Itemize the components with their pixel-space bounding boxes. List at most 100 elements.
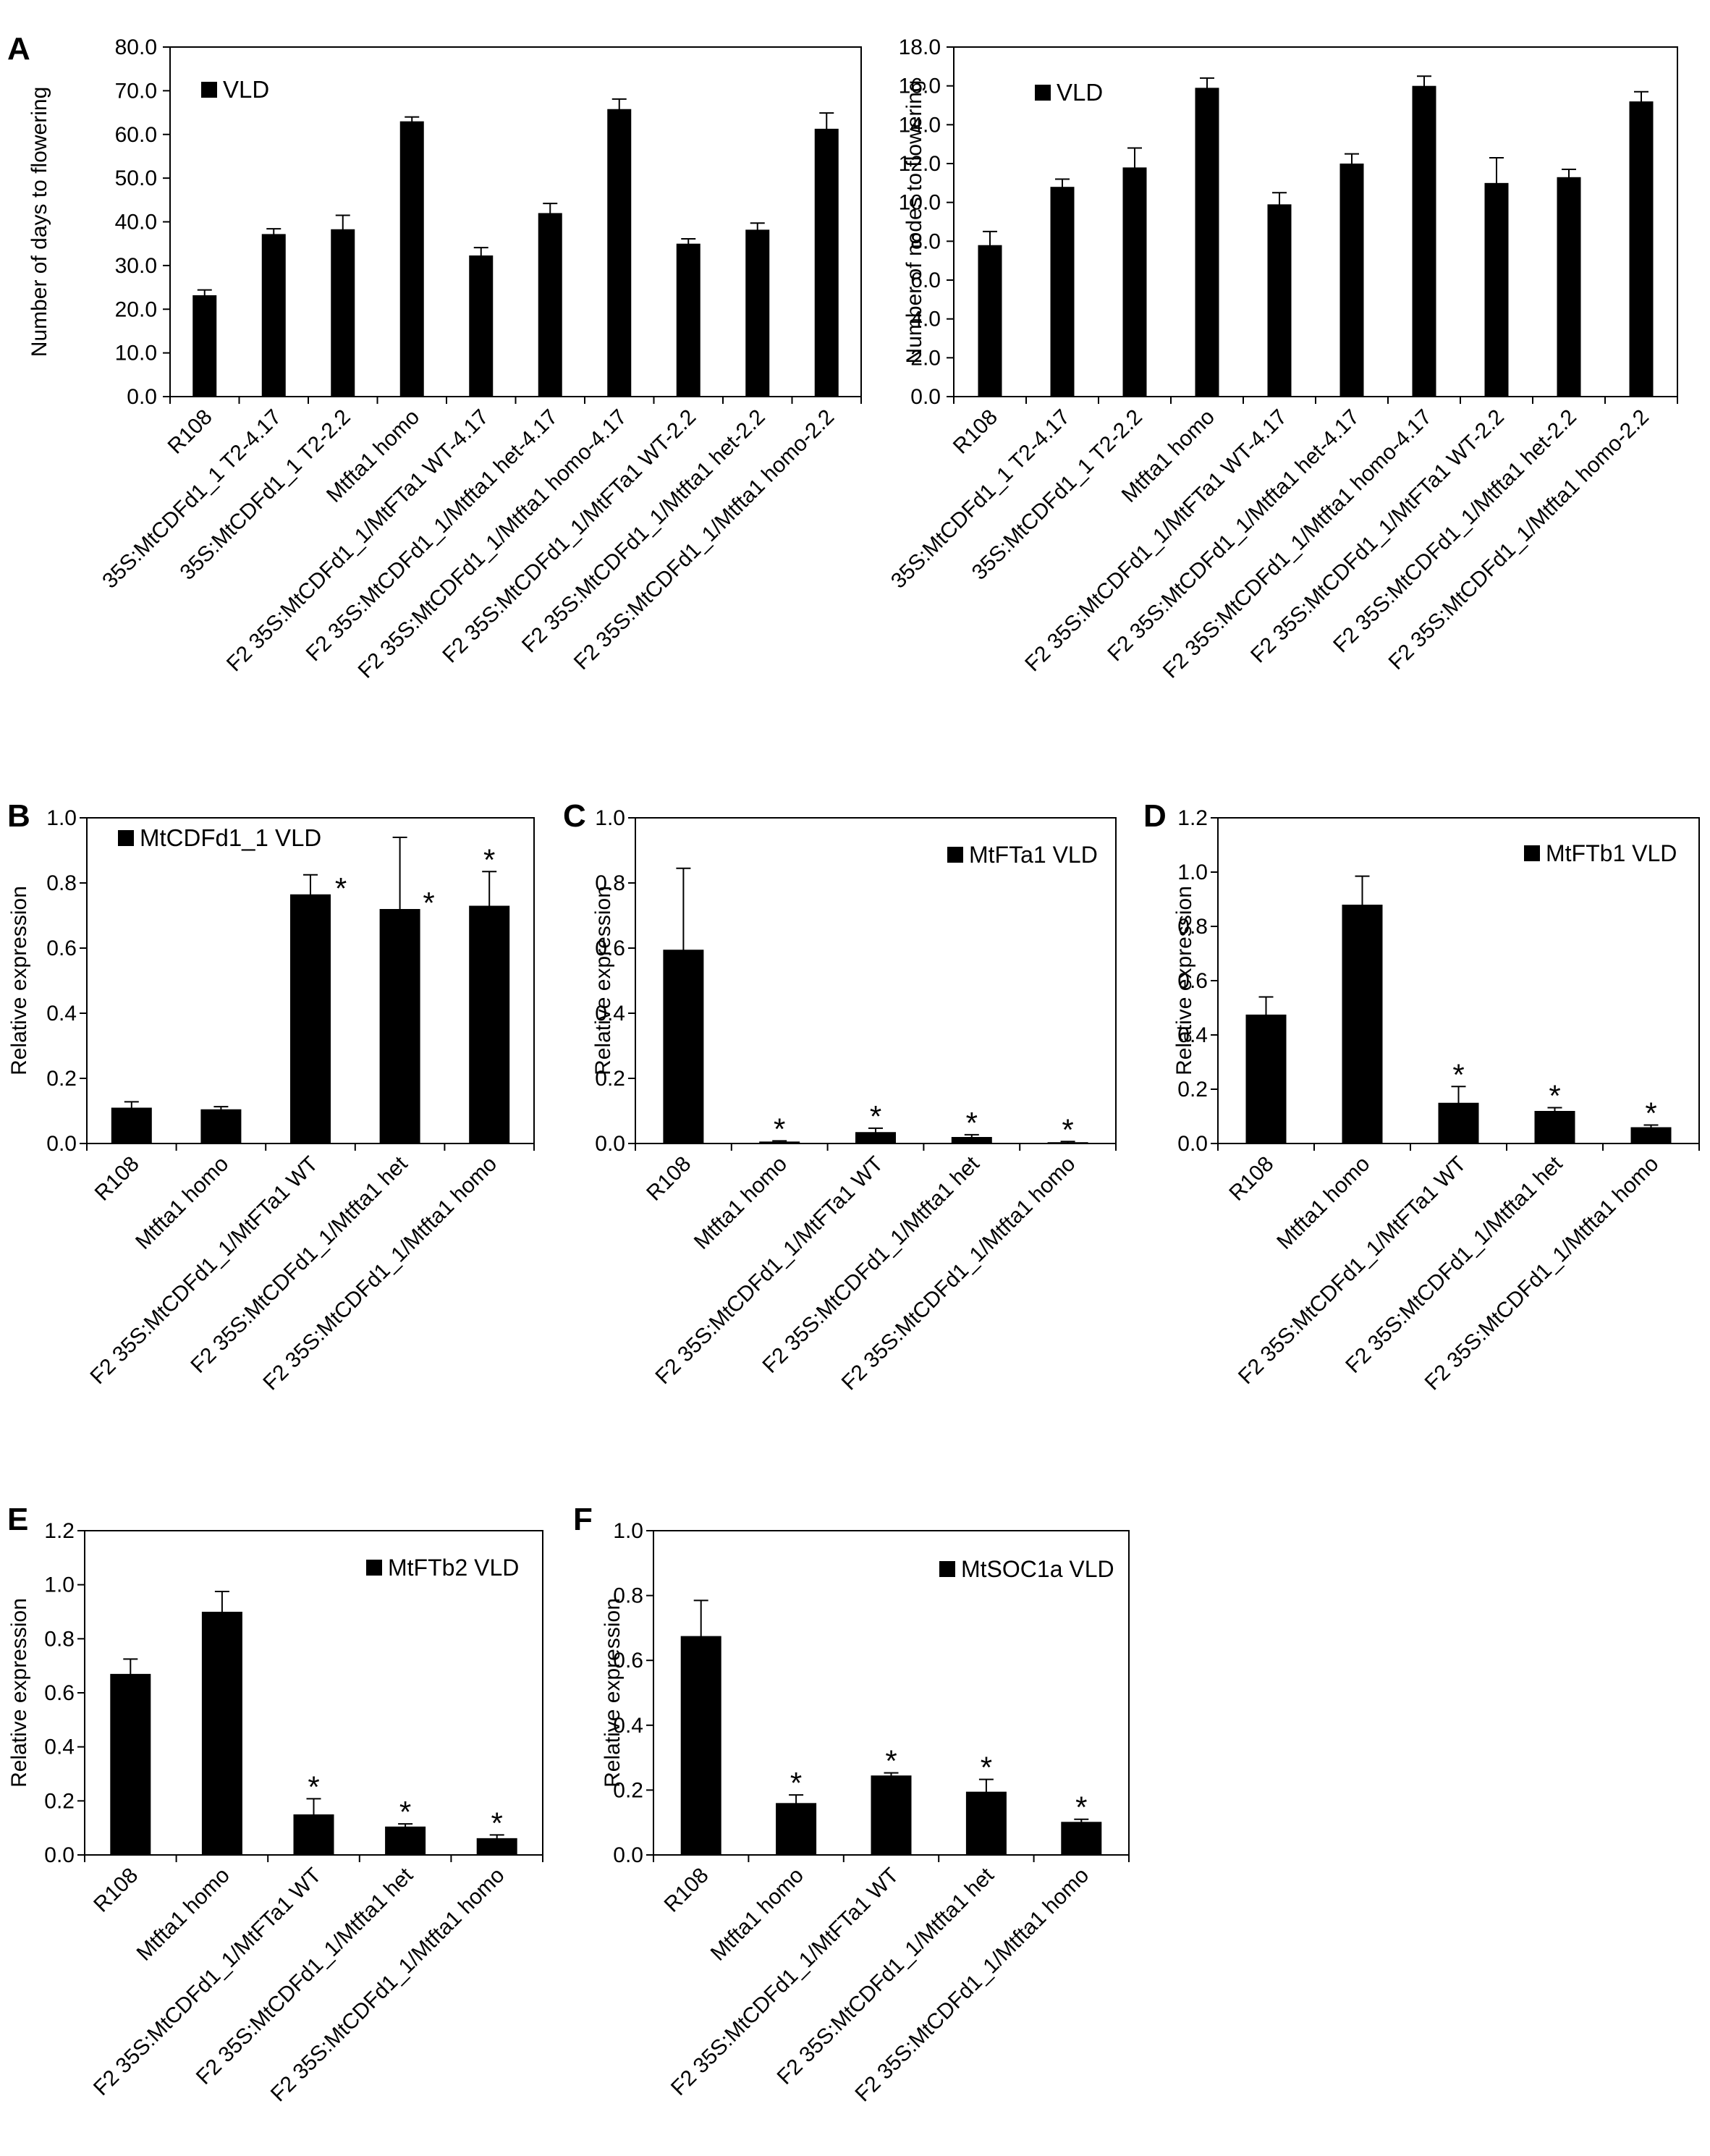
bar xyxy=(261,234,286,397)
bar xyxy=(607,109,632,397)
y-tick-label: 0.2 xyxy=(595,1067,625,1091)
y-tick-label: 16.0 xyxy=(899,75,941,98)
significance-marker: * xyxy=(399,1795,411,1829)
legend-label: MtFTb2 VLD xyxy=(388,1555,519,1581)
y-tick-label: 14.0 xyxy=(899,113,941,137)
x-tick-label: R108 xyxy=(164,405,217,459)
chart-panel-c: C 0.0 0.2 0.4 0.6 0.8 1.0 Relative expression R1… xyxy=(563,798,1117,1395)
legend-swatch xyxy=(939,1561,955,1577)
legend-swatch xyxy=(1524,845,1540,861)
bar xyxy=(1412,85,1436,397)
x-tick-label: R108 xyxy=(642,1152,695,1206)
y-tick-label: 0.6 xyxy=(1177,969,1208,993)
y-tick-label: 0.2 xyxy=(1177,1078,1208,1102)
y-tick-label: 2.0 xyxy=(910,346,941,370)
bar xyxy=(399,121,424,397)
significance-marker: * xyxy=(1452,1057,1464,1091)
y-axis-label: Relative expression xyxy=(7,1598,31,1788)
chart-panel-f: F 0.0 0.2 0.4 0.6 0.8 1.0 Relative expression R1… xyxy=(573,1502,1130,2106)
x-tick-label: Mtfta1 homo xyxy=(690,1152,792,1254)
y-tick-label: 0.8 xyxy=(1177,915,1208,939)
bar xyxy=(759,1141,800,1143)
y-tick-label: 0.6 xyxy=(46,937,77,960)
x-tick-label: F2 35S:MtCDFd1_1/MtFTa1 WT-4.17 xyxy=(1020,405,1292,677)
y-tick-label: 1.0 xyxy=(595,806,625,830)
y-tick-label: 60.0 xyxy=(115,123,157,147)
panel-letter: C xyxy=(563,798,586,834)
legend-label: MtFTa1 VLD xyxy=(969,842,1098,868)
chart-panel-a2: 0.0 2.0 4.0 6.0 8.0 10.0 12.0 14.0 16.0 18.0 Numbe… xyxy=(886,35,1678,683)
bar xyxy=(1484,182,1509,397)
y-tick-label: 0.4 xyxy=(44,1736,75,1759)
bar xyxy=(1339,164,1364,397)
bar xyxy=(111,1107,152,1143)
x-tick-label: R108 xyxy=(90,1152,144,1206)
bar xyxy=(1630,1127,1672,1143)
y-tick-label: 0.2 xyxy=(46,1067,77,1091)
y-tick-label: 0.0 xyxy=(595,1132,625,1156)
significance-marker: * xyxy=(491,1806,503,1840)
y-tick-label: 20.0 xyxy=(115,297,157,321)
x-tick-label: Mtfta1 homo xyxy=(132,1864,234,1966)
y-tick-label: 0.0 xyxy=(46,1132,77,1156)
significance-marker: * xyxy=(423,886,434,920)
bar xyxy=(1122,167,1147,397)
bar xyxy=(1195,88,1219,397)
significance-marker: * xyxy=(1075,1791,1087,1825)
legend-swatch xyxy=(118,830,134,846)
y-tick-label: 1.2 xyxy=(1177,806,1208,830)
y-tick-label: 0.6 xyxy=(613,1649,643,1673)
legend-swatch xyxy=(201,82,217,98)
panel-letter: E xyxy=(7,1502,28,1537)
bar xyxy=(776,1803,817,1855)
significance-marker: * xyxy=(790,1766,802,1800)
y-tick-label: 6.0 xyxy=(910,269,941,292)
y-tick-label: 0.8 xyxy=(613,1584,643,1608)
y-tick-label: 0.0 xyxy=(44,1843,75,1867)
y-tick-label: 0.0 xyxy=(127,385,157,409)
legend-label: MtFTb1 VLD xyxy=(1546,840,1677,866)
y-tick-label: 0.4 xyxy=(595,1002,625,1026)
legend-label: MtSOC1a VLD xyxy=(961,1556,1114,1582)
y-tick-label: 40.0 xyxy=(115,211,157,234)
significance-marker: * xyxy=(1645,1096,1656,1130)
y-tick-label: 1.0 xyxy=(613,1519,643,1543)
legend-swatch xyxy=(366,1560,382,1576)
y-tick-label: 1.2 xyxy=(44,1519,75,1543)
y-tick-label: 10.0 xyxy=(899,191,941,215)
chart-panel-b: B 0.0 0.2 0.4 0.6 0.8 1.0 Relative expression R1… xyxy=(7,798,535,1395)
y-tick-label: 0.8 xyxy=(595,871,625,895)
y-tick-label: 0.4 xyxy=(1177,1023,1208,1047)
significance-marker: * xyxy=(981,1751,992,1785)
bar xyxy=(871,1775,912,1855)
y-axis-label: Relative expression xyxy=(591,886,615,1075)
y-tick-label: 1.0 xyxy=(1177,861,1208,884)
y-tick-label: 18.0 xyxy=(899,35,941,59)
bar xyxy=(331,229,355,397)
y-tick-label: 0.4 xyxy=(46,1002,77,1026)
bar xyxy=(476,1838,517,1855)
bar xyxy=(745,229,770,397)
bar xyxy=(1050,187,1075,397)
significance-marker: * xyxy=(966,1106,978,1140)
y-tick-label: 0.4 xyxy=(613,1714,643,1738)
legend-label: VLD xyxy=(223,76,269,103)
y-tick-label: 0.8 xyxy=(46,871,77,895)
x-tick-label: Mtfta1 homo xyxy=(1272,1152,1374,1254)
y-tick-label: 0.6 xyxy=(44,1681,75,1705)
legend-label: VLD xyxy=(1057,79,1103,106)
y-axis-label: Number of nodes to flowering xyxy=(902,80,926,364)
bar xyxy=(1061,1822,1102,1855)
chart-panel-e: E 0.0 0.2 0.4 0.6 0.8 1.0 1.2 Relative expressio… xyxy=(7,1502,543,2106)
significance-marker: * xyxy=(1062,1112,1073,1146)
y-tick-label: 50.0 xyxy=(115,166,157,190)
bar xyxy=(538,213,562,397)
y-tick-label: 0.8 xyxy=(44,1627,75,1651)
x-tick-label: F2 35S:MtCDFd1_1/Mtfta1 homo-2.2 xyxy=(1384,405,1654,675)
bar xyxy=(192,295,217,397)
legend-label: MtCDFd1_1 VLD xyxy=(140,824,321,851)
y-tick-label: 0.2 xyxy=(613,1778,643,1802)
y-tick-label: 1.0 xyxy=(46,806,77,830)
bar xyxy=(855,1132,896,1143)
y-tick-label: 1.0 xyxy=(44,1573,75,1597)
